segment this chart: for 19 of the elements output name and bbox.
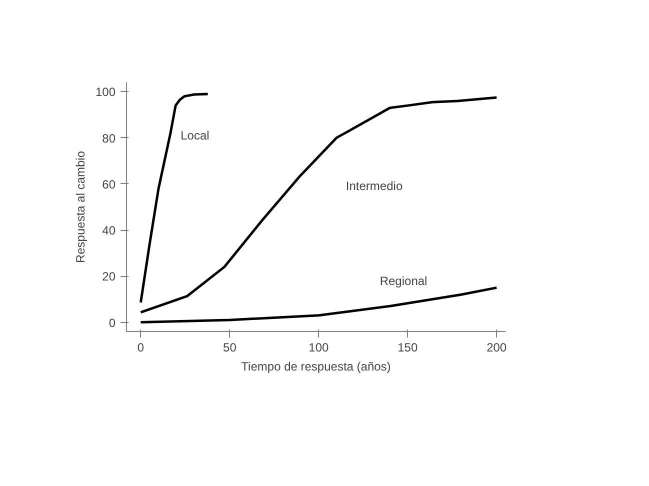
x-tick-label: 0: [137, 340, 144, 354]
text: Intermedio: [346, 178, 403, 193]
x-tick-label: 200: [486, 340, 507, 354]
y-axis-title: Respuesta al cambio: [73, 150, 88, 264]
y-tick-label: 0: [108, 316, 116, 330]
y-tick-label: 80: [102, 131, 116, 146]
line-series: [139, 286, 498, 324]
x-tick-label: 150: [398, 340, 418, 354]
series-label: Local: [180, 128, 210, 143]
line-series: [139, 92, 210, 304]
x-tick-label: 100: [308, 340, 330, 354]
y-tick-label: 100: [95, 85, 116, 100]
series-label: Regional: [380, 274, 428, 288]
line-series: [139, 96, 498, 314]
y-tick-label: 20: [102, 270, 116, 284]
x-axis-title: Tiempo de respuesta (años): [241, 360, 391, 374]
x-tick-label: 50: [223, 340, 237, 354]
y-tick-label: 40: [102, 224, 116, 238]
y-tick-label: 60: [102, 177, 116, 192]
